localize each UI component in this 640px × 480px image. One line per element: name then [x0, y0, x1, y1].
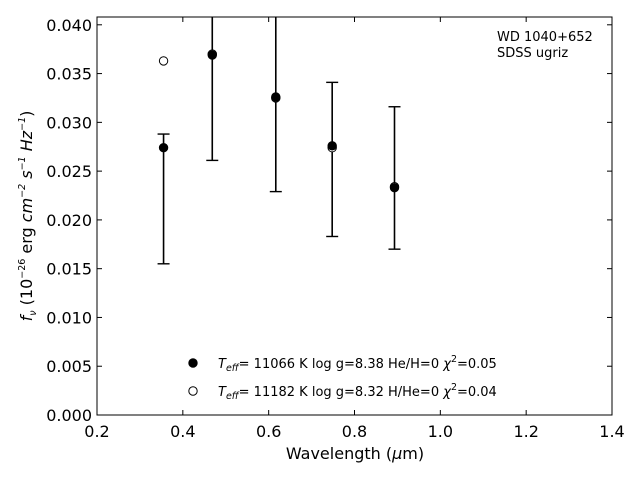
legend-marker-open — [188, 386, 198, 396]
x-axis-ticks: 0.2 0.4 0.6 0.8 1.0 1.2 1.4 — [84, 17, 625, 441]
filled-circle-point — [158, 143, 169, 153]
filled-circle-point — [389, 183, 400, 193]
filled-circle-point — [207, 50, 217, 60]
open-circle-point — [158, 56, 169, 66]
x-tick-label: 1.2 — [513, 422, 538, 441]
x-tick-label: 0.6 — [256, 422, 281, 441]
x-tick-label: 0.4 — [170, 422, 195, 441]
y-tick-label: 0.010 — [46, 308, 92, 327]
y-tick-label: 0.035 — [46, 65, 92, 84]
annotation-filter-set: SDSS ugriz — [497, 46, 568, 61]
data-markers — [158, 49, 400, 193]
legend: Teff= 11066 K log g=8.38 He/H=0 χ2=0.05 … — [188, 354, 497, 402]
y-tick-label: 0.005 — [46, 357, 92, 376]
y-tick-label: 0.015 — [46, 260, 92, 279]
filled-circle-point — [327, 141, 337, 151]
y-tick-label: 0.000 — [46, 406, 92, 425]
x-axis-label: Wavelength (μm) — [286, 444, 424, 463]
y-tick-label: 0.020 — [46, 211, 92, 230]
x-tick-label: 1.4 — [599, 422, 624, 441]
x-tick-label: 0.2 — [84, 422, 109, 441]
plot-frame — [96, 16, 613, 416]
annotation-object-name: WD 1040+652 — [497, 30, 593, 45]
y-tick-label: 0.030 — [46, 113, 92, 132]
legend-entry-2: Teff= 11182 K log g=8.32 H/He=0 χ2=0.04 — [218, 382, 497, 402]
x-tick-label: 1.0 — [428, 422, 453, 441]
y-axis-label: fν (10−26 erg cm−2 s−1 Hz−1) — [17, 111, 39, 322]
y-tick-label: 0.040 — [46, 16, 92, 35]
legend-marker-filled — [188, 358, 198, 368]
error-bars — [157, 17, 401, 265]
x-tick-label: 0.8 — [342, 422, 367, 441]
legend-entry-1: Teff= 11066 K log g=8.38 He/H=0 χ2=0.05 — [218, 354, 497, 374]
filled-circle-point — [271, 92, 281, 102]
y-tick-label: 0.025 — [46, 162, 92, 181]
y-axis-ticks: 0.000 0.005 0.010 0.015 0.020 0.025 0.030 0.035… — [46, 16, 612, 425]
